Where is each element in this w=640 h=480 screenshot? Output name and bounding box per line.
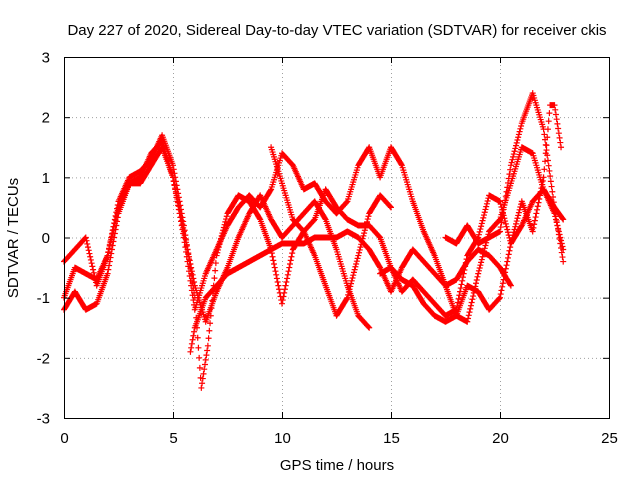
series-sat-d [187, 228, 514, 355]
x-tick-label: 10 [274, 430, 291, 447]
y-axis-label: SDTVAR / TECUs [5, 178, 22, 298]
plus-markers [187, 228, 514, 355]
y-tick-label: -2 [37, 350, 50, 367]
plus-markers [377, 102, 565, 325]
plus-markers [442, 90, 567, 265]
data-points [61, 90, 567, 391]
y-tick-label: 3 [42, 50, 50, 67]
x-tick-label: 25 [601, 430, 618, 447]
plus-markers [61, 138, 373, 331]
series-sat-g [442, 90, 567, 265]
y-tick-label: -1 [37, 290, 50, 307]
y-tick-label: -3 [37, 411, 50, 428]
x-axis-label: GPS time / hours [280, 457, 394, 474]
x-tick-label: 0 [60, 430, 68, 447]
y-tick-label: 0 [42, 230, 50, 247]
x-tick-label: 15 [383, 430, 400, 447]
y-tick-label: 2 [42, 110, 50, 127]
series-sat-f [268, 144, 567, 319]
y-tick-label: 1 [42, 170, 50, 187]
series-sat-b [61, 138, 373, 331]
x-tick-label: 20 [492, 430, 509, 447]
axis-ticks: 0 5 10 15 20 25 -3 -2 -1 0 1 2 3 [37, 50, 618, 448]
plus-markers [268, 144, 567, 319]
chart-title: Day 227 of 2020, Sidereal Day-to-day VTE… [67, 22, 606, 39]
series-sat-e [377, 102, 565, 325]
x-tick-label: 5 [169, 430, 177, 447]
